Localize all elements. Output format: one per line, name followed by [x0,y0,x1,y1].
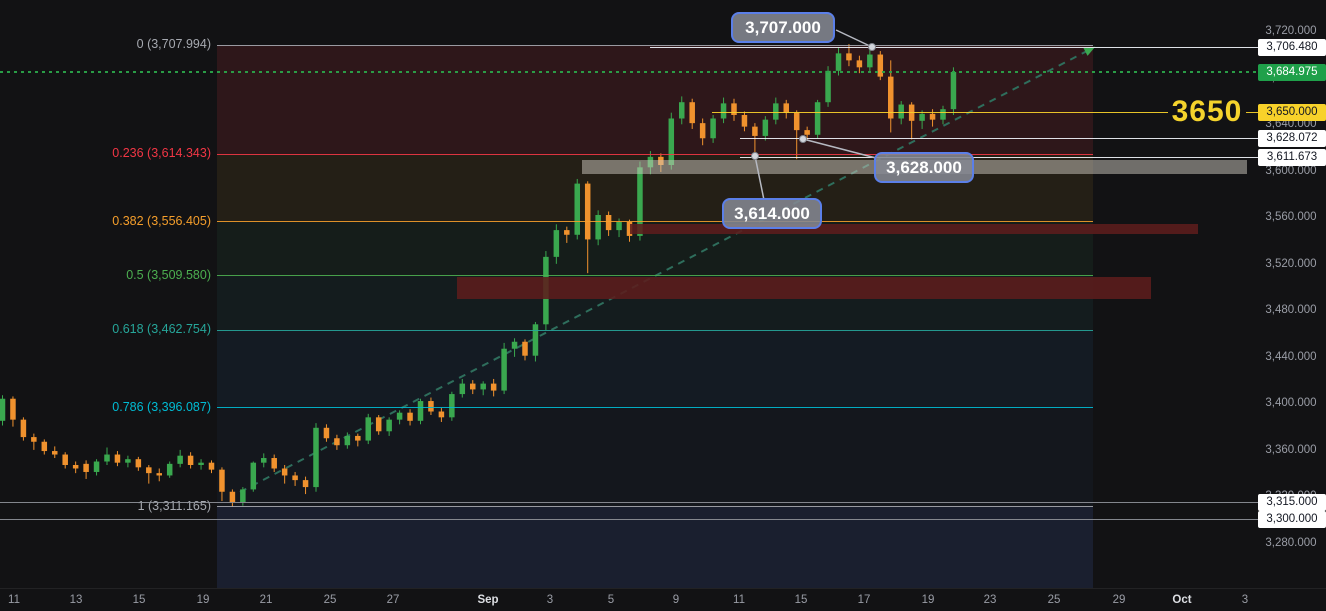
x-axis-tick-25: 25 [323,594,337,606]
x-axis-tick-17: 17 [857,594,871,606]
x-axis-tick-19: 19 [921,594,935,606]
x-axis-tick-3: 3 [546,594,554,606]
x-axis-tick-Sep: Sep [477,594,499,606]
x-axis-tick-3: 3 [1241,594,1249,606]
big-price-label-3650[interactable]: 3650 [1168,95,1246,129]
x-axis-tick-11: 11 [733,594,745,606]
x-axis-tick-19: 19 [196,594,210,606]
x-axis-tick-21: 21 [259,594,273,606]
x-axis-tick-11: 11 [8,594,20,606]
x-axis-tick-9: 9 [672,594,680,606]
x-axis-tick-13: 13 [69,594,83,606]
time-axis[interactable]: 11 13 15 19 21 25 27 Sep 3 5 9 11 15 17 19 23 25 29 Oct 3 [0,588,1326,611]
x-axis-tick-23: 23 [983,594,997,606]
x-axis-tick-Oct: Oct [1172,594,1192,606]
x-axis-tick-29: 29 [1112,594,1126,606]
x-axis-tick-15: 15 [794,594,808,606]
x-axis-tick-27: 27 [386,594,400,606]
chart-pane[interactable] [0,0,1326,588]
x-axis-tick-5: 5 [607,594,615,606]
x-axis-tick-25: 25 [1047,594,1061,606]
x-axis-tick-15: 15 [132,594,146,606]
